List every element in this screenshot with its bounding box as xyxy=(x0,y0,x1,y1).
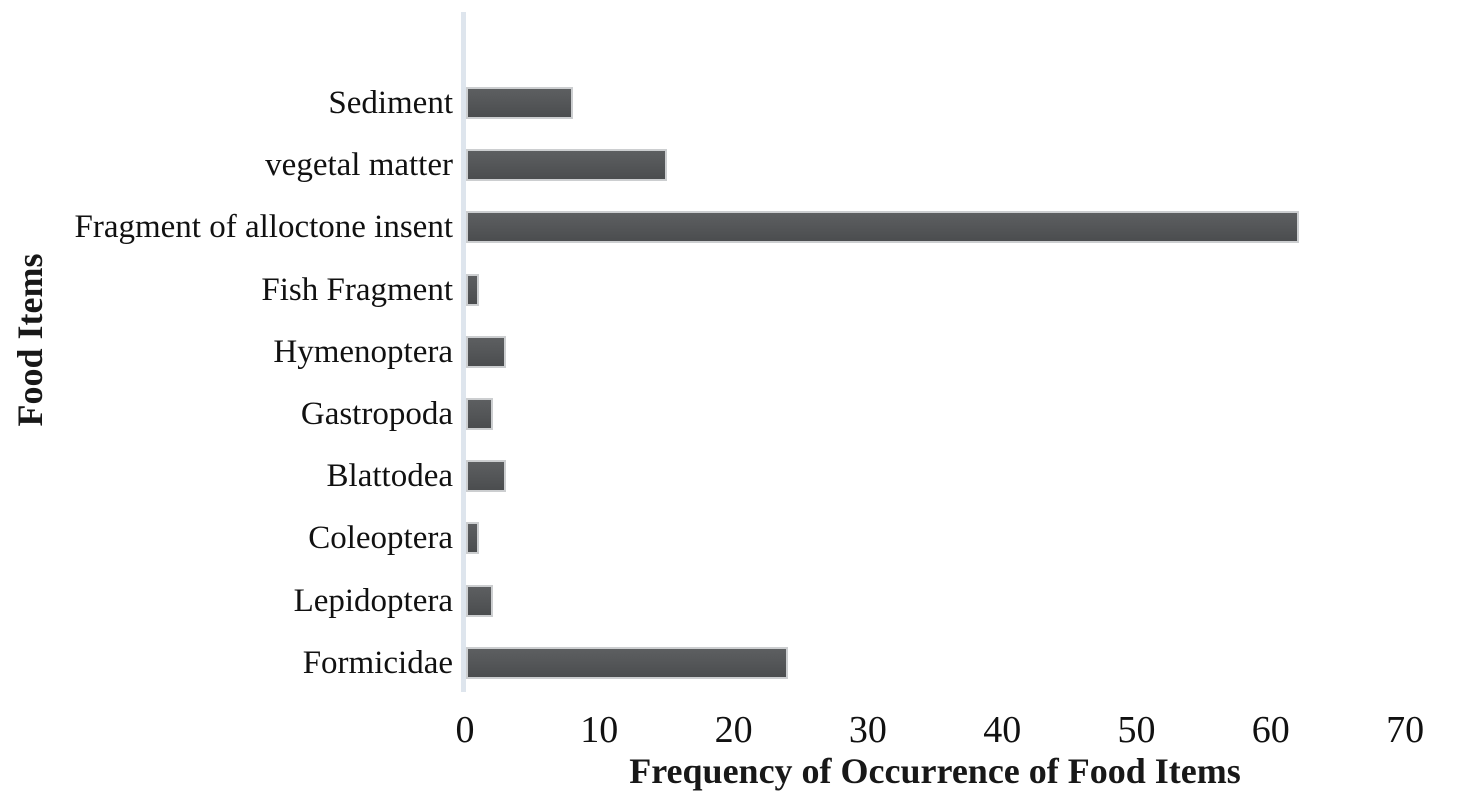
category-label: Coleoptera xyxy=(308,520,453,557)
bar xyxy=(466,398,493,430)
x-tick-label: 40 xyxy=(983,709,1022,751)
category-label: Fish Fragment xyxy=(261,271,453,308)
x-axis-title: Frequency of Occurrence of Food Items xyxy=(629,751,1241,791)
bar xyxy=(466,584,493,617)
x-tick-label: 50 xyxy=(1117,709,1156,751)
bar xyxy=(466,149,667,182)
bar xyxy=(466,211,1299,244)
x-tick-label: 30 xyxy=(848,709,887,751)
x-tick-label: 10 xyxy=(580,709,619,751)
x-tick-label: 20 xyxy=(714,709,753,751)
category-label: Sediment xyxy=(328,85,453,121)
bar xyxy=(466,646,788,679)
category-label: vegetal matter xyxy=(265,147,453,184)
category-label: Lepidoptera xyxy=(293,582,453,619)
y-axis-line xyxy=(461,12,466,692)
category-label: Hymenoptera xyxy=(273,333,453,370)
category-label: Gastropoda xyxy=(300,396,453,432)
x-tick-label: 60 xyxy=(1251,709,1290,751)
x-tick-label: 70 xyxy=(1386,709,1425,751)
bar xyxy=(466,87,573,119)
category-label: Formicidae xyxy=(302,644,453,681)
bar xyxy=(466,460,506,493)
x-tick-label: 0 xyxy=(455,709,475,751)
bar xyxy=(466,335,506,368)
bar xyxy=(466,273,479,306)
category-label: Blattodea xyxy=(326,458,453,495)
category-label: Fragment of alloctone insent xyxy=(74,209,454,246)
bar xyxy=(466,522,479,555)
